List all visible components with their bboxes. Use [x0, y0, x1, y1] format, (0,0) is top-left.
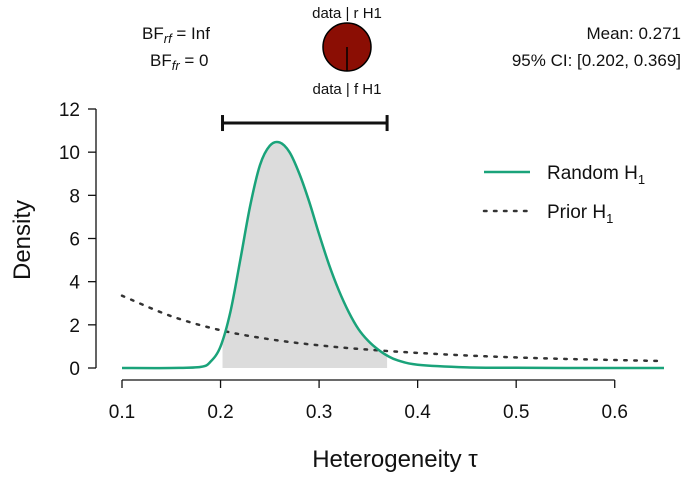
y-tick-label: 12: [59, 100, 80, 121]
bf-fr-value: = 0: [180, 51, 209, 70]
pie-bottom-label: data | f H1: [313, 81, 382, 98]
y-tick-label: 4: [69, 273, 80, 294]
bf-rf-value: = Inf: [172, 24, 211, 43]
legend-label-random-sub: 1: [638, 172, 645, 187]
bf-fr-label: BF: [150, 51, 172, 70]
pie-top-label: data | r H1: [312, 5, 382, 22]
ci-annotation: 95% CI: [0.202, 0.369]: [512, 51, 681, 70]
ci-shaded-area-layer: [222, 142, 388, 368]
x-tick-label: 0.6: [602, 402, 628, 423]
legend-label-prior-text: Prior H: [547, 202, 606, 223]
bf-rf-label: BF: [142, 24, 164, 43]
x-axis-title: Heterogeneity τ: [312, 446, 478, 473]
series-line-prior: [120, 294, 666, 363]
x-axis: 0.1 0.2 0.3 0.4 0.5 0.6: [109, 379, 628, 423]
legend-label-random-text: Random H: [547, 163, 638, 184]
y-tick-label: 6: [69, 230, 80, 251]
legend-label-random: Random H1: [547, 163, 645, 187]
bf-rf-annotation: BFrf = Inf: [142, 24, 210, 46]
bf-rf-subscript: rf: [164, 31, 173, 46]
y-axis: 0 2 4 6 8 10 12: [59, 100, 97, 380]
ci-bar-layer: [221, 115, 389, 132]
x-tick-label: 0.3: [306, 402, 332, 423]
legend-label-prior-sub: 1: [606, 211, 613, 226]
y-tick-label: 2: [69, 316, 80, 337]
series-line-random: [121, 140, 664, 370]
y-tick-label: 10: [59, 143, 80, 164]
x-tick-label: 0.2: [207, 402, 233, 423]
y-axis-title: Density: [9, 200, 36, 280]
y-tick-label: 0: [69, 359, 80, 380]
x-tick-label: 0.1: [109, 402, 135, 423]
legend-label-prior: Prior H1: [547, 202, 613, 226]
y-tick-label: 8: [69, 186, 80, 207]
series-layer: [120, 140, 666, 370]
bf-fr-subscript: fr: [172, 58, 181, 73]
x-tick-label: 0.5: [503, 402, 529, 423]
legend: Random H1 Prior H1: [482, 163, 645, 226]
x-tick-label: 0.4: [404, 402, 431, 423]
mean-annotation: Mean: 0.271: [586, 24, 681, 43]
ci-shaded-area: [222, 142, 388, 368]
bf-fr-annotation: BFfr = 0: [150, 51, 209, 73]
